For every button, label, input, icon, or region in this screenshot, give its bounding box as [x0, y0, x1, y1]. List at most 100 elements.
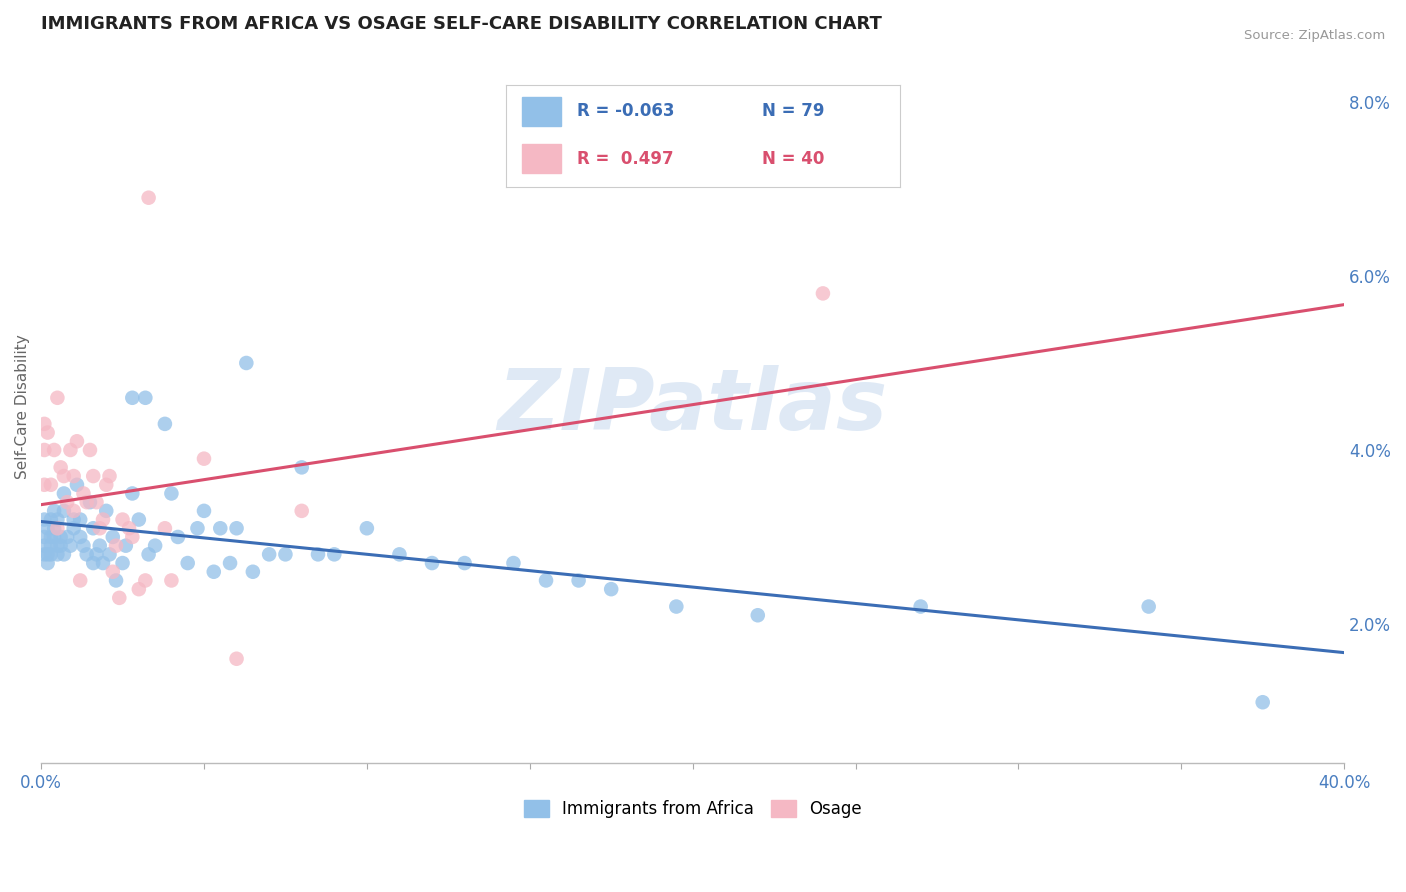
Point	[62, 504, 84, 518]
Point	[242, 565, 264, 579]
Point	[37, 425, 59, 440]
Point	[89, 539, 111, 553]
Point	[202, 565, 225, 579]
Point	[44, 442, 66, 457]
Point	[209, 521, 232, 535]
Point	[138, 191, 160, 205]
Point	[101, 530, 124, 544]
Point	[89, 521, 111, 535]
Point	[49, 539, 72, 553]
Point	[34, 442, 56, 457]
Text: ZIPatlas: ZIPatlas	[498, 365, 887, 448]
Point	[114, 539, 136, 553]
Point	[46, 391, 69, 405]
Point	[910, 599, 932, 614]
Point	[39, 530, 62, 544]
Point	[121, 530, 143, 544]
Point	[69, 530, 91, 544]
Point	[128, 512, 150, 526]
Point	[49, 530, 72, 544]
Point	[101, 565, 124, 579]
Point	[46, 547, 69, 561]
Point	[257, 547, 280, 561]
Point	[453, 556, 475, 570]
Point	[76, 547, 98, 561]
Point	[534, 574, 557, 588]
Point	[82, 556, 104, 570]
Point	[105, 539, 128, 553]
Point	[96, 477, 118, 491]
Point	[1137, 599, 1160, 614]
Point	[82, 521, 104, 535]
Point	[39, 477, 62, 491]
Point	[34, 530, 56, 544]
Point	[62, 521, 84, 535]
Point	[177, 556, 200, 570]
Point	[665, 599, 688, 614]
Legend: Immigrants from Africa, Osage: Immigrants from Africa, Osage	[516, 791, 870, 826]
Point	[323, 547, 346, 561]
Text: N = 40: N = 40	[762, 150, 824, 168]
Point	[46, 539, 69, 553]
Point	[56, 495, 79, 509]
Point	[34, 539, 56, 553]
Point	[39, 512, 62, 526]
Point	[44, 530, 66, 544]
Point	[37, 521, 59, 535]
Bar	[522, 145, 561, 173]
Point	[37, 547, 59, 561]
Text: Source: ZipAtlas.com: Source: ZipAtlas.com	[1244, 29, 1385, 42]
Text: N = 79: N = 79	[762, 102, 824, 120]
Point	[153, 521, 176, 535]
Point	[46, 512, 69, 526]
Point	[62, 469, 84, 483]
Point	[52, 504, 75, 518]
Point	[118, 521, 141, 535]
Point	[291, 460, 314, 475]
Point	[235, 356, 257, 370]
Point	[49, 460, 72, 475]
Point	[44, 504, 66, 518]
Point	[167, 530, 190, 544]
Point	[128, 582, 150, 596]
Point	[111, 512, 134, 526]
Point	[34, 417, 56, 431]
Point	[143, 539, 166, 553]
Point	[568, 574, 591, 588]
Text: R = -0.063: R = -0.063	[576, 102, 675, 120]
Point	[52, 469, 75, 483]
Point	[34, 477, 56, 491]
Point	[34, 547, 56, 561]
Text: R =  0.497: R = 0.497	[576, 150, 673, 168]
Point	[76, 495, 98, 509]
Point	[91, 556, 114, 570]
Point	[69, 512, 91, 526]
Point	[91, 512, 114, 526]
Point	[138, 547, 160, 561]
Point	[66, 477, 89, 491]
Point	[111, 556, 134, 570]
Point	[193, 451, 215, 466]
Point	[44, 521, 66, 535]
Point	[121, 391, 143, 405]
Point	[219, 556, 242, 570]
Point	[62, 512, 84, 526]
Point	[420, 556, 443, 570]
Point	[46, 521, 69, 535]
Point	[600, 582, 623, 596]
Point	[747, 608, 769, 623]
Point	[56, 530, 79, 544]
Point	[34, 512, 56, 526]
Y-axis label: Self-Care Disability: Self-Care Disability	[15, 334, 30, 479]
Point	[225, 521, 247, 535]
Point	[134, 574, 156, 588]
Point	[79, 442, 101, 457]
Point	[69, 574, 91, 588]
Point	[502, 556, 524, 570]
Point	[291, 504, 314, 518]
Point	[59, 539, 82, 553]
Point	[86, 547, 108, 561]
Point	[52, 547, 75, 561]
Point	[388, 547, 411, 561]
Point	[86, 495, 108, 509]
